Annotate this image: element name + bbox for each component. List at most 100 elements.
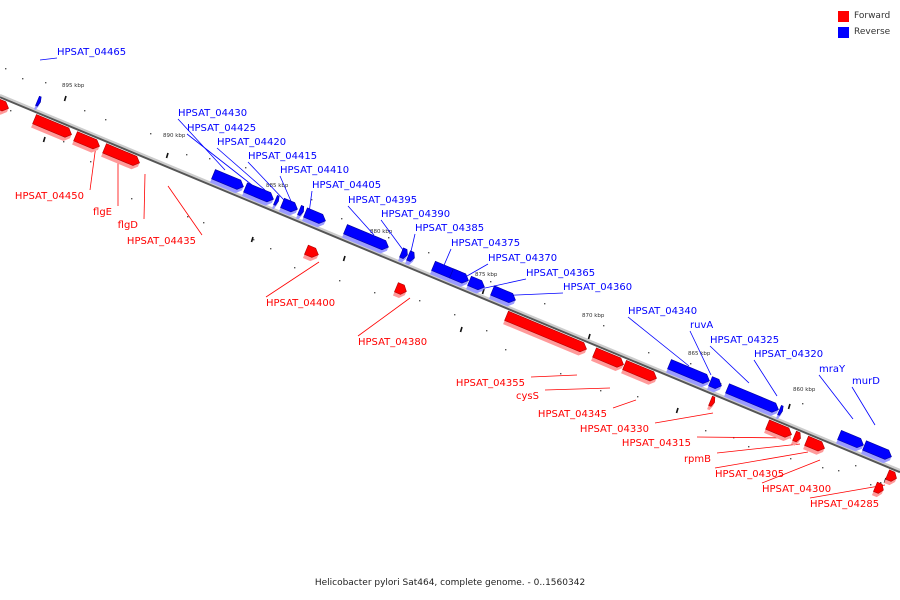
gene-shade	[861, 450, 892, 464]
gene-face	[622, 359, 657, 382]
gene-shade	[242, 192, 274, 206]
axis-dot	[245, 167, 247, 169]
axis-dot	[203, 222, 205, 224]
gene-box	[836, 430, 864, 452]
gene-box	[884, 469, 897, 486]
axis-dot	[10, 110, 12, 112]
gene-face	[667, 359, 710, 384]
tick-dash	[787, 403, 791, 410]
axis-dot	[855, 465, 857, 467]
axis-dot	[505, 349, 507, 351]
gene-face	[297, 205, 305, 217]
axis-dot	[603, 325, 605, 327]
axis-dot	[544, 303, 546, 305]
gene-shade	[279, 207, 298, 216]
gene-label: HPSAT_04355	[456, 378, 525, 389]
axis-dot	[90, 161, 92, 163]
gene-box	[342, 224, 389, 254]
gene-box	[302, 207, 326, 228]
gene-shade	[724, 392, 779, 416]
gene-box	[101, 143, 140, 170]
gene-box	[489, 285, 516, 307]
tick-dash	[250, 236, 254, 243]
gene-face	[394, 282, 407, 295]
gene-shade	[489, 295, 516, 307]
leader-line	[475, 278, 527, 291]
leader-line	[654, 412, 714, 424]
tick-dash	[675, 407, 679, 414]
axis-dot	[486, 330, 488, 332]
leader-line	[186, 133, 253, 186]
axis-dot	[802, 403, 804, 405]
gene-label: HPSAT_04425	[187, 123, 256, 134]
axis-dot	[560, 373, 562, 375]
gene-label: rpmB	[684, 454, 711, 465]
axis-dot	[600, 390, 602, 392]
gene-box	[466, 275, 485, 294]
axis-dot	[428, 252, 430, 254]
gene-shade	[392, 291, 407, 299]
forward-swatch	[838, 10, 849, 22]
leader-line	[761, 459, 821, 484]
gene-shade	[764, 429, 792, 441]
gene-shade	[621, 369, 657, 385]
gene-label: HPSAT_04375	[451, 238, 520, 249]
gene-shade	[871, 490, 884, 498]
gene-face	[303, 207, 326, 224]
axis-dot	[388, 237, 390, 239]
gene-shade	[0, 107, 9, 115]
gene-shade	[302, 217, 326, 228]
gene-label: HPSAT_04400	[266, 298, 335, 309]
gene-box	[34, 95, 42, 110]
leader-line	[818, 374, 854, 420]
gene-shade	[666, 368, 710, 388]
gene-label: cysS	[516, 391, 539, 402]
gene-shade	[836, 439, 864, 452]
gene-box	[861, 440, 892, 464]
tick-label: 865 kbp	[688, 351, 711, 357]
leader-line	[544, 387, 611, 391]
gene-face	[243, 182, 274, 203]
gene-shade	[342, 233, 389, 254]
axis-dot	[637, 396, 639, 398]
gene-box	[871, 481, 884, 498]
gene-box	[764, 419, 792, 441]
genome-caption: Helicobacter pylori Sat464, complete gen…	[314, 578, 586, 588]
leader-line	[612, 399, 637, 409]
gene-face	[490, 285, 516, 304]
axis-dot	[838, 470, 840, 472]
axis-dot	[490, 281, 492, 283]
axis-dot	[880, 482, 882, 484]
gene-face	[449, 268, 469, 284]
gene-label: HPSAT_04380	[358, 337, 427, 348]
gene-face	[273, 195, 280, 206]
gene-face	[792, 430, 801, 443]
gene-face	[211, 169, 244, 190]
leader-line	[89, 144, 97, 191]
leader-line	[689, 330, 712, 376]
gene-shade	[503, 320, 587, 356]
axis-line	[0, 93, 900, 472]
leader-line	[530, 374, 578, 378]
gene-label: HPSAT_04345	[538, 409, 607, 420]
gene-label: HPSAT_04330	[580, 424, 649, 435]
axis-dot	[294, 267, 296, 269]
gene-box	[31, 114, 72, 141]
gene-box	[724, 383, 779, 416]
gene-face	[399, 247, 408, 259]
legend: Forward Reverse	[838, 8, 898, 40]
gene-box	[503, 310, 587, 356]
axis-dot	[454, 314, 456, 316]
tick-label: 895 kbp	[62, 83, 85, 89]
legend-item-forward: Forward	[838, 8, 898, 24]
leader-line	[143, 173, 146, 220]
axis-dot	[150, 133, 152, 135]
axis-dot	[870, 484, 872, 486]
gene-face	[837, 430, 864, 449]
gene-label: HPSAT_04300	[762, 484, 831, 495]
gene-shade	[296, 211, 304, 220]
gene-face	[102, 143, 140, 166]
leader-line	[247, 161, 285, 201]
gene-box	[392, 282, 407, 299]
